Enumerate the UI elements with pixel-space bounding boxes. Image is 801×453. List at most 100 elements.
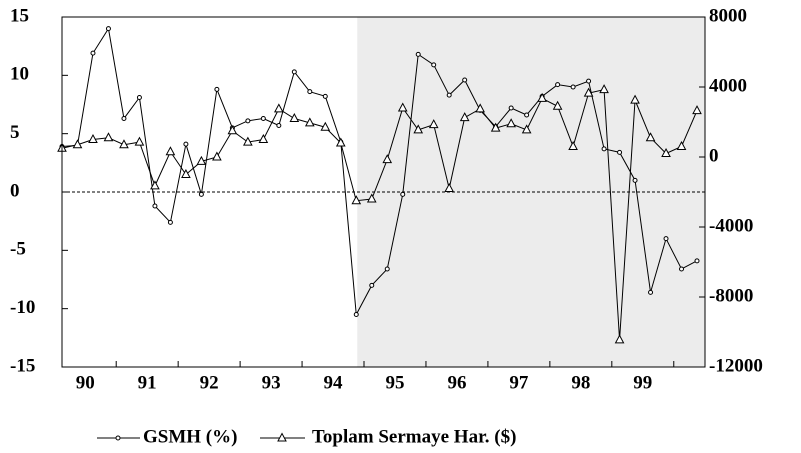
legend-marker — [277, 432, 287, 442]
point — [382, 154, 393, 164]
point — [136, 95, 142, 100]
point — [243, 136, 253, 146]
point — [694, 258, 700, 264]
point — [490, 122, 501, 132]
point — [291, 69, 297, 75]
point — [351, 195, 362, 205]
point — [152, 203, 158, 209]
point — [181, 168, 191, 178]
point — [446, 92, 452, 98]
point — [614, 334, 625, 344]
point — [366, 193, 377, 203]
x-tick-label: 94 — [324, 372, 344, 393]
y2-tick-label: -12000 — [709, 355, 763, 376]
point — [506, 118, 516, 128]
x-tick-label: 93 — [262, 372, 281, 393]
point — [679, 266, 685, 272]
point — [568, 140, 578, 150]
point — [289, 112, 300, 122]
point — [105, 26, 111, 32]
point — [632, 177, 638, 183]
point — [119, 139, 129, 149]
point — [586, 78, 592, 84]
point — [260, 116, 266, 121]
point — [90, 50, 96, 56]
point — [601, 146, 607, 152]
x-tick-label: 97 — [509, 372, 529, 393]
point — [475, 103, 486, 113]
point — [304, 117, 315, 127]
point — [599, 84, 609, 94]
point — [150, 180, 160, 190]
y-tick-label: 0 — [10, 180, 20, 201]
point — [508, 105, 514, 111]
x-tick-label: 96 — [447, 372, 466, 393]
point — [196, 155, 207, 165]
point — [384, 266, 390, 272]
point — [583, 87, 594, 97]
point — [198, 191, 204, 197]
point — [645, 132, 656, 142]
x-tick-label: 91 — [138, 372, 157, 393]
point — [88, 133, 98, 143]
y2-tick-label: 0 — [709, 145, 719, 166]
x-tick-label: 99 — [633, 372, 652, 393]
point — [552, 100, 563, 110]
y-tick-label: -10 — [10, 297, 35, 318]
point — [431, 62, 437, 68]
point — [462, 77, 468, 83]
point — [320, 121, 331, 131]
point — [335, 137, 346, 147]
point — [245, 118, 251, 124]
point — [134, 136, 145, 146]
y-tick-label: 15 — [10, 5, 29, 26]
y-tick-label: -5 — [10, 239, 26, 260]
point — [121, 116, 127, 121]
point — [663, 236, 669, 242]
point — [103, 132, 114, 142]
plot-frame — [61, 16, 706, 368]
point — [521, 124, 532, 134]
point — [537, 92, 547, 102]
legend-marker — [115, 435, 121, 441]
point — [524, 112, 530, 118]
point — [212, 151, 222, 161]
point — [676, 140, 687, 150]
point — [369, 282, 375, 288]
x-tick-label: 92 — [200, 372, 219, 393]
x-tick-label: 95 — [385, 372, 404, 393]
point — [661, 147, 671, 157]
point — [273, 103, 284, 113]
point — [353, 312, 359, 317]
point — [214, 86, 220, 92]
point — [648, 289, 654, 295]
point — [555, 82, 561, 88]
point — [276, 123, 282, 128]
point — [400, 191, 406, 197]
y2-tick-label: 4000 — [709, 75, 747, 96]
point — [413, 124, 424, 134]
point — [415, 51, 421, 57]
point — [444, 182, 455, 192]
y2-tick-label: 8000 — [709, 5, 747, 26]
point — [459, 112, 470, 122]
y-tick-label: 5 — [10, 122, 20, 143]
point — [428, 119, 439, 129]
point — [167, 219, 173, 225]
y-tick-label: 10 — [10, 64, 29, 85]
point — [183, 141, 189, 147]
y-tick-label: -15 — [10, 355, 35, 376]
point — [397, 102, 408, 112]
point — [630, 94, 640, 104]
legend-label: GSMH (%) — [143, 426, 237, 447]
x-tick-label: 90 — [76, 372, 95, 393]
point — [72, 139, 83, 149]
point — [307, 89, 313, 95]
point — [570, 84, 576, 90]
y2-tick-label: -8000 — [709, 285, 753, 306]
y2-tick-label: -4000 — [709, 215, 753, 236]
point — [692, 105, 702, 115]
point — [322, 93, 328, 99]
